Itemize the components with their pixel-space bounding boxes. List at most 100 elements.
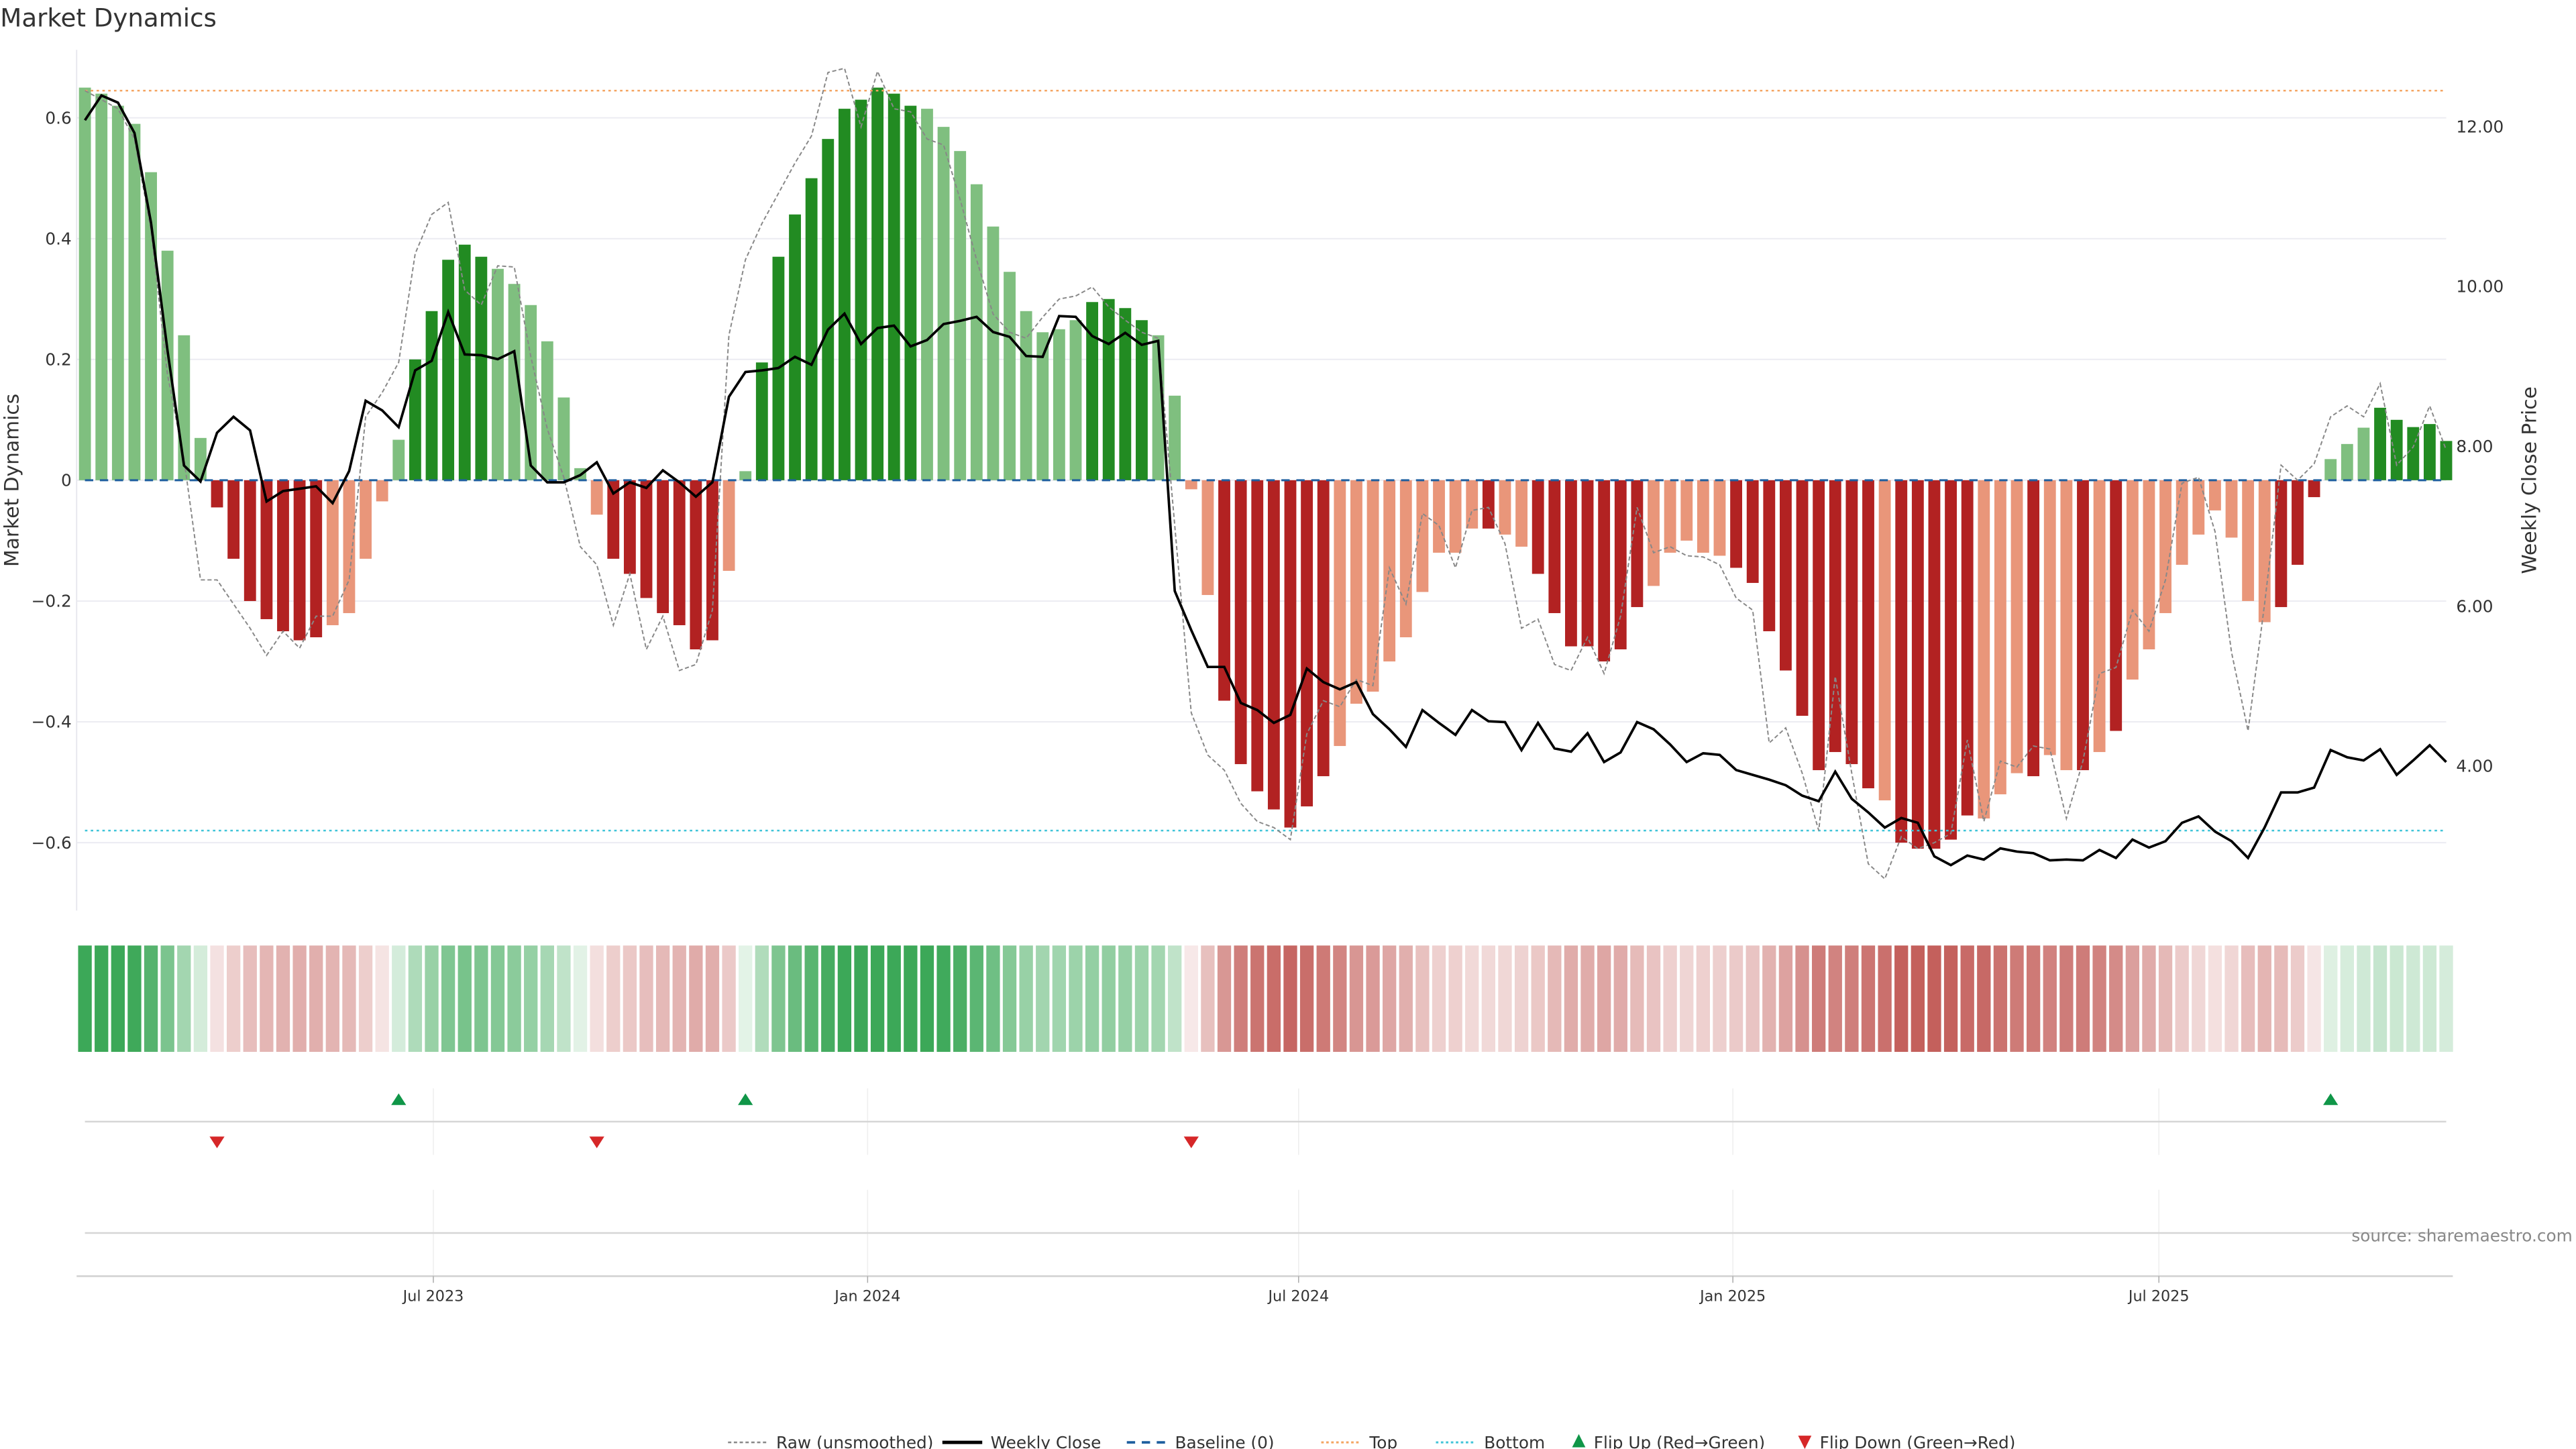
bar [855,99,867,480]
bar [1680,480,1693,541]
bar [1449,480,1462,553]
bar [2324,459,2337,480]
strip-cell [655,945,670,1052]
bar [2143,480,2155,649]
legend-label-baseline: Baseline (0) [1175,1433,1275,1449]
bar [2126,480,2139,680]
strip-cell [243,945,257,1052]
bar [1862,480,1874,789]
bar [1399,480,1412,637]
bar [838,109,851,480]
bar [525,305,537,480]
bar [343,480,356,613]
bar [2292,480,2304,565]
strip-cell [408,945,423,1052]
strip-cell [1201,945,1215,1052]
strip-cell [2357,945,2371,1052]
strip-cell [1894,945,1909,1052]
line-series [84,67,2447,880]
bar [260,480,273,619]
strip-cell [1943,945,1958,1052]
bar [293,480,306,641]
bar [1136,320,1148,480]
strip-cell [2257,945,2271,1052]
strip-cell [441,945,455,1052]
bar [557,397,570,480]
bar [2176,480,2188,565]
strip-cell [2125,945,2139,1052]
strip-cell [1102,945,1116,1052]
strip-cell [2224,945,2239,1052]
bar [888,93,900,480]
strip-cell [1713,945,1727,1052]
strip-cell [2406,945,2420,1052]
bar [1499,480,1511,535]
bar [1036,332,1049,480]
strip-cell [986,945,1000,1052]
strip-cell [1168,945,1182,1052]
strip-cell [474,945,488,1052]
strip-cell [292,945,307,1052]
strip-cell [1729,945,1743,1052]
strip-cell [887,945,901,1052]
bar [541,341,553,480]
strip-cell [458,945,472,1052]
bar [2440,441,2453,480]
bar [1086,302,1099,480]
strip-cell [1993,945,2008,1052]
bar [755,362,768,480]
legend-flip-down-icon [1798,1436,1812,1449]
legend-label-flip_down: Flip Down (Green→Red) [1820,1433,2016,1449]
bar [1548,480,1561,613]
strip-cell [1267,945,1281,1052]
bar [1664,480,1676,553]
bar [2093,480,2106,753]
bar [211,480,223,508]
strip-cell [904,945,918,1052]
bar [2192,480,2205,535]
strip-cell [1333,945,1347,1052]
strip-cell [1184,945,1198,1052]
flip-up-marker [391,1093,407,1106]
strip-cell [639,945,653,1052]
strip-cell [1299,945,1314,1052]
strip-cell [590,945,604,1052]
strip-cell [1052,945,1067,1052]
bar [1697,480,1709,553]
strip-cell [1746,945,1760,1052]
bar [739,471,752,480]
strip-cell [739,945,753,1052]
bar [1928,480,1941,849]
bar [1978,480,1990,819]
strip-cell [1465,945,1479,1052]
strip-cell [2026,945,2041,1052]
bar [970,184,983,480]
bar [1433,480,1445,553]
strip-cell [854,945,868,1052]
strip-cell [2059,945,2074,1052]
bar [1796,480,1809,716]
strip-cell [1118,945,1132,1052]
strip-cell [672,945,686,1052]
y-axis-title: Market Dynamics [1,394,24,567]
strip-cell [2390,945,2404,1052]
bar [1119,308,1132,480]
raw-line [85,67,2447,880]
x-tick-label: Jan 2025 [1699,1288,1766,1305]
y-tick-label: 0.2 [45,350,71,369]
bar [2110,480,2123,731]
bar [1713,480,1726,556]
strip-cell [1911,945,1925,1052]
legend-label-top: Top [1368,1433,1397,1449]
legend-label-raw: Raw (unsmoothed) [776,1433,933,1449]
flip-up-marker [738,1093,753,1106]
legend-label-flip_up: Flip Up (Red→Green) [1594,1433,1765,1449]
strip-cell [2158,945,2173,1052]
bar [607,480,620,559]
strip-cell [1432,945,1446,1052]
bar [1185,480,1197,490]
strip-cell [1663,945,1677,1052]
bar [1911,480,1924,849]
intensity-strip [78,945,2453,1052]
bar [871,87,884,480]
